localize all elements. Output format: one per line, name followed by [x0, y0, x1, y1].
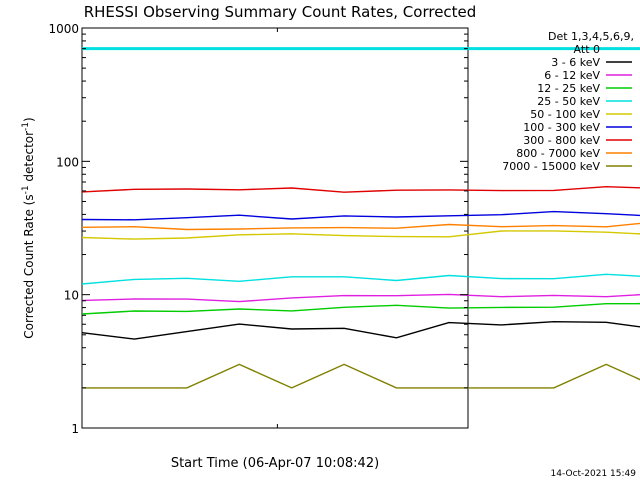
y-axis-label: Corrected Count Rate (s-1 detector-1) — [21, 117, 36, 338]
series-layer — [81, 185, 640, 389]
y-axis-label-end: ) — [22, 117, 36, 122]
x-axis: 10:1510:3010:4511:0011:1511:3011:45 — [276, 28, 278, 428]
series-line-2-segment-0 — [81, 302, 640, 315]
legend-label: 800 - 7000 keV — [516, 147, 600, 160]
legend-label: 3 - 6 keV — [551, 56, 600, 69]
y-tick-label: 1 — [71, 422, 79, 436]
x-axis-label: Start Time (06-Apr-07 10:08:42) — [171, 456, 379, 471]
plot-frame — [81, 27, 469, 429]
legend-label: 100 - 300 keV — [523, 121, 600, 134]
legend-label: 50 - 100 keV — [530, 108, 600, 121]
legend-label: 300 - 800 keV — [523, 134, 600, 147]
y-axis-label-mid: detector — [22, 131, 36, 186]
legend-label: 25 - 50 keV — [537, 95, 600, 108]
series-line-3-segment-0 — [81, 273, 640, 285]
y-axis-label-main: Corrected Count Rate (s — [22, 194, 36, 338]
legend-label: 12 - 25 keV — [537, 82, 600, 95]
y-tick-label: 10 — [64, 289, 79, 303]
series-line-8-segment-0 — [82, 363, 640, 389]
y-tick-label: 1000 — [48, 22, 79, 36]
series-line-0-segment-0 — [81, 320, 640, 340]
chart-title: RHESSI Observing Summary Count Rates, Co… — [84, 3, 477, 21]
legend-header-line2: Att 0 — [574, 43, 600, 56]
plot-timestamp: 14-Oct-2021 15:49 — [551, 469, 637, 479]
series-line-5-segment-0 — [81, 210, 640, 221]
y-axis-label-sup1: -1 — [21, 185, 31, 194]
y-axis-label-sup2: -1 — [21, 122, 31, 131]
y-tick-label: 100 — [56, 155, 79, 169]
legend-header-line1: Det 1,3,4,5,6,9, — [548, 30, 634, 43]
y-axis: 1 10 100 1000 — [48, 22, 468, 436]
legend-label: 6 - 12 keV — [544, 69, 600, 82]
legend-label: 7000 - 15000 keV — [502, 160, 600, 173]
